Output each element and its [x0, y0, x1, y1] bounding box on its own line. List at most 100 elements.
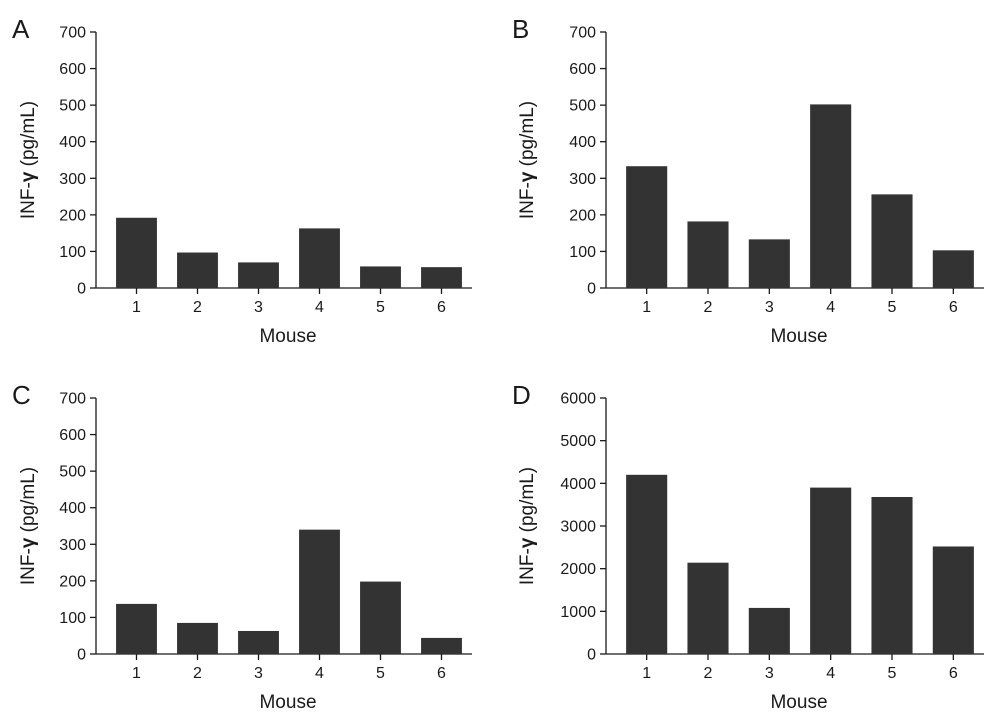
bar — [116, 217, 157, 288]
y-axis-title-unit: (pg/mL) — [517, 101, 538, 172]
y-tick-label: 600 — [59, 61, 86, 78]
chart-d: 0 1000 2000 3000 4000 5000 6000 1 2 3 4 5 6 Mouse INF-… — [517, 391, 984, 713]
y-tick-label: 700 — [569, 25, 596, 42]
x-tick-label: 1 — [642, 665, 651, 682]
bar — [299, 529, 340, 654]
x-tick-label: 6 — [949, 665, 958, 682]
x-tick-label: 2 — [704, 665, 713, 682]
y-tick-label: 200 — [59, 207, 86, 224]
y-axis-title: INF-γ (pg/mL) — [18, 101, 39, 219]
bar — [932, 250, 974, 288]
y-tick-label: 5000 — [560, 433, 596, 450]
y-tick-label: 0 — [77, 281, 86, 298]
chart-a: 0 100 200 300 400 500 600 700 1 2 3 4 5 6 Mouse INF-γ (… — [18, 25, 472, 347]
panel-letter: A — [12, 14, 30, 44]
y-tick-label: 100 — [59, 610, 86, 627]
x-tick-label: 5 — [888, 665, 897, 682]
x-tick-label: 2 — [193, 665, 202, 682]
bar — [421, 267, 462, 288]
x-tick-label: 1 — [132, 299, 141, 316]
x-tick-label: 3 — [765, 299, 774, 316]
y-tick-label: 300 — [59, 537, 86, 554]
panel-c: C 0 100 200 300 400 500 600 700 1 2 3 4 5 6 Mouse INF-γ… — [0, 366, 495, 722]
x-tick-label: 5 — [888, 299, 897, 316]
bar — [871, 194, 913, 288]
y-tick-label: 400 — [59, 500, 86, 517]
x-tick-label: 3 — [254, 665, 263, 682]
x-tick-label: 5 — [376, 299, 385, 316]
x-tick-label: 1 — [642, 299, 651, 316]
y-tick-label: 100 — [59, 244, 86, 261]
bar — [810, 487, 852, 654]
bar — [626, 474, 668, 654]
bar — [810, 104, 852, 288]
y-tick-label: 4000 — [560, 476, 596, 493]
x-tick-label: 4 — [315, 665, 324, 682]
y-tick-label: 300 — [569, 171, 596, 188]
y-tick-label: 700 — [59, 391, 86, 408]
y-tick-label: 500 — [59, 464, 86, 481]
panel-letter: B — [512, 14, 530, 44]
y-axis-title-main: INF- — [18, 548, 39, 585]
panel-a: A 0 100 200 300 400 500 600 700 1 2 3 4 5 6 Mouse INF-γ… — [0, 0, 495, 356]
x-axis-title: Mouse — [259, 326, 316, 347]
bar — [360, 266, 401, 288]
x-tick-label: 2 — [193, 299, 202, 316]
x-tick-label: 4 — [826, 299, 835, 316]
bar — [687, 221, 729, 288]
x-tick-label: 6 — [437, 299, 446, 316]
y-tick-label: 600 — [569, 61, 596, 78]
bar — [238, 262, 279, 288]
bar — [687, 562, 729, 654]
y-tick-label: 6000 — [560, 391, 596, 408]
bar — [177, 252, 218, 288]
y-tick-label: 3000 — [560, 519, 596, 536]
y-tick-label: 400 — [569, 134, 596, 151]
x-tick-label: 1 — [132, 665, 141, 682]
y-tick-label: 0 — [587, 647, 596, 664]
bar — [748, 607, 790, 654]
y-tick-label: 0 — [587, 281, 596, 298]
bar — [238, 630, 279, 654]
y-axis-title-main: INF- — [517, 548, 538, 585]
y-tick-label: 500 — [569, 98, 596, 115]
panel-b: B 0 100 200 300 400 500 600 700 1 2 3 4 5 6 Mouse INF-γ… — [496, 0, 991, 356]
y-tick-label: 400 — [59, 134, 86, 151]
chart-c: 0 100 200 300 400 500 600 700 1 2 3 4 5 6 Mouse INF-γ (… — [18, 391, 472, 713]
y-tick-label: 200 — [569, 207, 596, 224]
x-axis-title: Mouse — [259, 692, 316, 713]
bar — [932, 546, 974, 654]
panel-letter: D — [512, 380, 531, 410]
y-tick-label: 600 — [59, 427, 86, 444]
x-tick-label: 6 — [437, 665, 446, 682]
chart-b: 0 100 200 300 400 500 600 700 1 2 3 4 5 6 Mouse INF-γ (… — [517, 25, 984, 347]
y-axis-title: INF-γ (pg/mL) — [517, 101, 538, 219]
y-tick-label: 100 — [569, 244, 596, 261]
y-axis-title-main: INF- — [18, 182, 39, 219]
y-axis-title-symbol: γ — [517, 171, 538, 182]
y-tick-label: 2000 — [560, 561, 596, 578]
y-axis-title-unit: (pg/mL) — [517, 467, 538, 538]
bar — [360, 581, 401, 654]
bar — [871, 496, 913, 654]
x-axis-title: Mouse — [770, 326, 827, 347]
y-axis-title-symbol: γ — [18, 171, 39, 182]
y-axis-title-symbol: γ — [517, 537, 538, 548]
y-tick-label: 0 — [77, 647, 86, 664]
bar — [299, 228, 340, 288]
bar — [177, 622, 218, 654]
y-tick-label: 500 — [59, 98, 86, 115]
y-tick-label: 700 — [59, 25, 86, 42]
x-tick-label: 4 — [826, 665, 835, 682]
y-axis-title-main: INF- — [517, 182, 538, 219]
y-tick-label: 300 — [59, 171, 86, 188]
bar — [116, 603, 157, 654]
y-tick-label: 200 — [59, 573, 86, 590]
x-tick-label: 3 — [765, 665, 774, 682]
y-axis-title-symbol: γ — [18, 537, 39, 548]
x-axis-title: Mouse — [770, 692, 827, 713]
y-axis-title: INF-γ (pg/mL) — [18, 467, 39, 585]
panel-d: D 0 1000 2000 3000 4000 5000 6000 1 2 3 4 5 6 Mouse IN… — [496, 366, 991, 722]
x-tick-label: 6 — [949, 299, 958, 316]
x-tick-label: 3 — [254, 299, 263, 316]
